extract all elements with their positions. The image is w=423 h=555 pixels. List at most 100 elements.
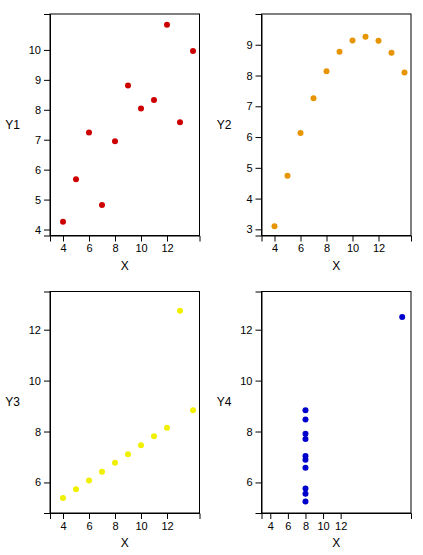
point [112, 460, 118, 466]
tick-mark [256, 381, 262, 382]
point [376, 38, 382, 44]
tick-mark [256, 137, 262, 138]
tick: 10 [135, 236, 147, 255]
tick-mark [256, 229, 262, 230]
axis-line [262, 514, 412, 520]
point [86, 130, 92, 136]
tick-mark [256, 45, 262, 46]
tick-mark [167, 513, 168, 519]
x-axis-title: X [332, 259, 340, 273]
tick-mark [256, 76, 262, 77]
plot-frame [50, 14, 200, 236]
tick-mark [379, 236, 380, 242]
tick-mark [141, 513, 142, 519]
y-axis-title: Y3 [5, 395, 20, 409]
tick: 6 [298, 236, 304, 255]
tick-mark [44, 110, 50, 111]
plot-frame [50, 292, 200, 514]
tick-mark [323, 513, 324, 519]
tick: 12 [240, 324, 261, 336]
tick-mark [327, 236, 328, 242]
tick: 10 [29, 375, 50, 387]
axis-line [44, 15, 51, 237]
tick-label: 8 [35, 426, 41, 438]
point [151, 433, 157, 439]
tick-label: 8 [303, 520, 309, 532]
point [302, 431, 308, 437]
tick: 10 [135, 513, 147, 532]
panel: 4681012681012XY4 [217, 292, 412, 551]
tick-label: 6 [35, 164, 41, 176]
tick-label: 9 [35, 74, 41, 86]
tick: 12 [373, 236, 385, 255]
tick: 8 [246, 426, 261, 438]
tick-mark [44, 80, 50, 81]
tick-label: 5 [246, 162, 252, 174]
tick: 10 [347, 236, 359, 255]
tick-mark [305, 513, 306, 519]
tick: 9 [246, 39, 261, 51]
tick-mark [44, 330, 50, 331]
tick-label: 8 [112, 520, 118, 532]
tick: 4 [60, 236, 66, 255]
point [272, 223, 278, 229]
tick-mark [256, 199, 262, 200]
point [99, 202, 105, 208]
tick-mark [44, 482, 50, 483]
tick-mark [288, 513, 289, 519]
panel: 46810123456789XY2 [217, 14, 412, 273]
tick-mark [89, 236, 90, 242]
tick-label: 5 [35, 194, 41, 206]
tick-label: 6 [246, 131, 252, 143]
tick: 6 [246, 476, 261, 488]
point [125, 451, 131, 457]
tick: 6 [35, 164, 50, 176]
point [399, 314, 405, 320]
point [402, 69, 408, 75]
tick-mark [256, 432, 262, 433]
point [164, 22, 170, 28]
tick-label: 12 [240, 324, 252, 336]
tick: 10 [240, 375, 261, 387]
point [138, 106, 144, 112]
point [138, 442, 144, 448]
point [125, 83, 131, 89]
tick: 3 [246, 223, 261, 235]
tick-mark [301, 236, 302, 242]
tick-label: 10 [135, 520, 147, 532]
tick-label: 6 [86, 242, 92, 254]
points [272, 34, 408, 230]
tick: 8 [35, 104, 50, 116]
tick-label: 8 [324, 242, 330, 254]
tick-mark [270, 513, 271, 519]
tick-label: 4 [35, 224, 41, 236]
y-axis: 3456789 [246, 15, 262, 237]
y-axis-title: Y1 [5, 118, 20, 132]
tick-label: 8 [112, 242, 118, 254]
y-axis-title: Y4 [217, 395, 232, 409]
tick-mark [63, 236, 64, 242]
tick-label: 7 [35, 134, 41, 146]
y-axis: 6 8 10 12 [240, 292, 262, 514]
tick-label: 10 [29, 44, 41, 56]
figure: 468101245678910XY146810123456789XY246810… [0, 0, 423, 555]
point [285, 173, 291, 179]
tick: 12 [161, 513, 173, 532]
tick: 10 [317, 513, 329, 532]
x-axis: 4681012 [51, 513, 201, 532]
tick: 10 [29, 44, 50, 56]
point [302, 491, 308, 497]
tick-label: 12 [373, 242, 385, 254]
tick: 6 [86, 513, 92, 532]
tick-mark [44, 432, 50, 433]
tick: 4 [246, 193, 261, 205]
tick-mark [44, 50, 50, 51]
tick: 12 [161, 236, 173, 255]
tick-label: 6 [246, 476, 252, 488]
x-axis-title: X [332, 536, 340, 550]
point [337, 49, 343, 55]
axis-line [256, 292, 263, 514]
tick-label: 4 [272, 242, 278, 254]
points [60, 308, 196, 501]
axis-line [256, 15, 263, 237]
